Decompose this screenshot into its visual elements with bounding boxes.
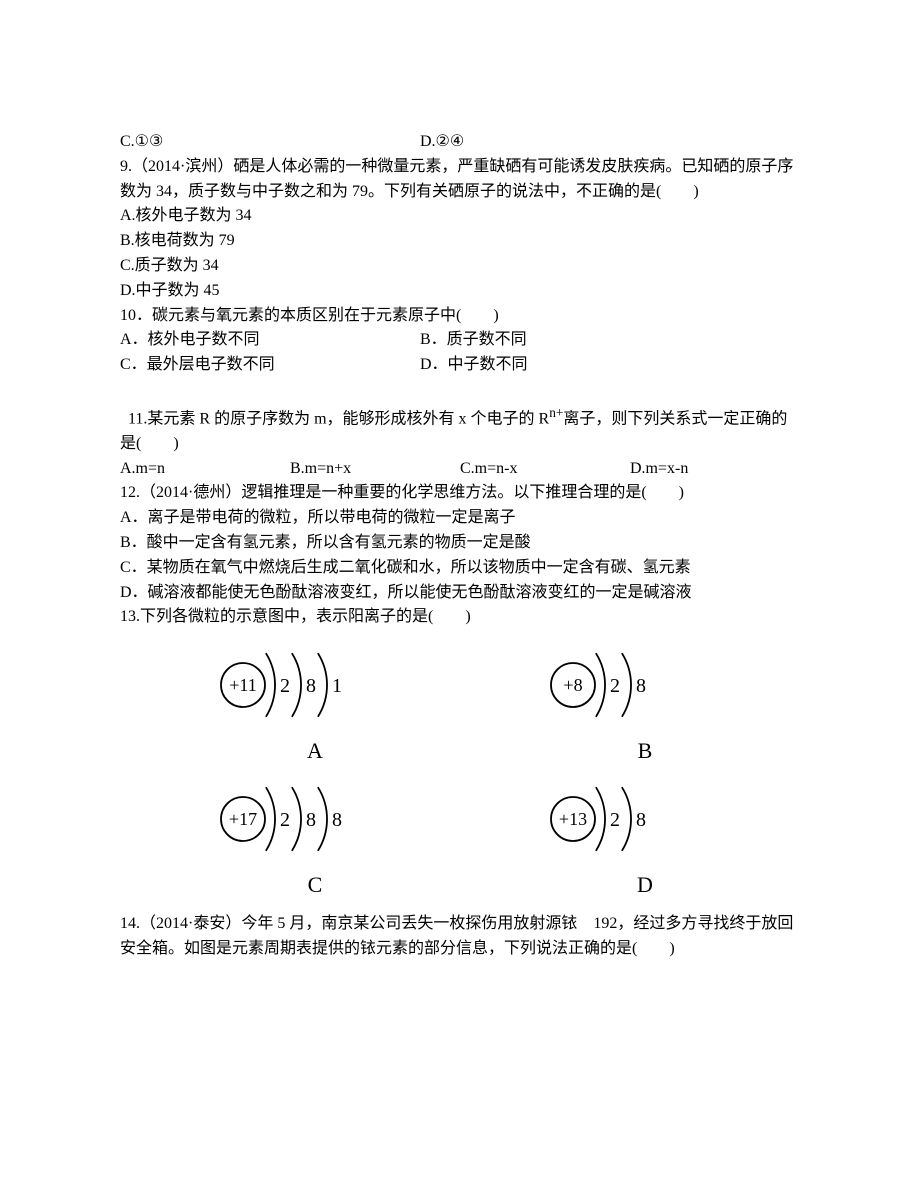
q11-options: A.m=n B.m=n+x C.m=n-x D.m=x-n xyxy=(120,457,800,482)
atom-svg-a: +11 281 xyxy=(215,640,415,730)
nucleus-text: +11 xyxy=(229,675,256,695)
q10-stem: 10．碳元素与氧元素的本质区别在于元素原子中( ) xyxy=(120,304,800,329)
q9-opt-c: C.质子数为 34 xyxy=(120,254,800,279)
atom-svg-b: +8 28 xyxy=(545,640,745,730)
q14-stem: 14.（2014·泰安）今年 5 月，南京某公司丢失一枚探伤用放射源铱 192，… xyxy=(120,912,800,962)
q12-opt-b: B．酸中一定含有氢元素，所以含有氢元素的物质一定是酸 xyxy=(120,531,800,556)
shell-arc xyxy=(266,788,275,852)
shell-electron-count: 2 xyxy=(610,675,620,697)
shell-arc xyxy=(622,653,631,717)
shell-electron-count: 2 xyxy=(280,675,290,697)
shell-arc xyxy=(266,653,275,717)
atom-cell-c: +17288C xyxy=(200,774,430,902)
shell-arc xyxy=(318,653,327,717)
nucleus-text: +13 xyxy=(559,809,587,829)
q11-opt-b: B.m=n+x xyxy=(290,457,460,482)
nucleus-text: +8 xyxy=(563,675,582,695)
atom-row-2: +17288C +1328D xyxy=(200,774,760,902)
q12-stem: 12.（2014·德州）逻辑推理是一种重要的化学思维方法。以下推理合理的是( ) xyxy=(120,481,800,506)
q12-opt-a: A．离子是带电荷的微粒，所以带电荷的微粒一定是离子 xyxy=(120,506,800,531)
atom-cell-b: +8 28 B xyxy=(530,640,760,768)
atom-label-c: C xyxy=(200,868,430,902)
q10-opt-d: D．中子数不同 xyxy=(420,353,800,378)
shell-arc xyxy=(622,788,631,852)
q13-stem: 13.下列各微粒的示意图中，表示阳离子的是( ) xyxy=(120,605,800,630)
atom-label-b: B xyxy=(530,734,760,768)
shell-arc xyxy=(596,653,605,717)
atom-cell-a: +11 281 A xyxy=(200,640,430,768)
shell-electron-count: 8 xyxy=(306,809,316,831)
q11-opt-d: D.m=x-n xyxy=(630,457,800,482)
q11-stem-line1: 11.某元素 R 的原子序数为 m，能够形成核外有 x 个电子的 Rn+离子，则… xyxy=(120,378,800,432)
shell-electron-count: 8 xyxy=(332,809,342,831)
atom-label-d: D xyxy=(530,868,760,902)
shell-electron-count: 8 xyxy=(636,809,646,831)
atom-cell-d: +13 28 D xyxy=(530,774,760,902)
shell-electron-count: 2 xyxy=(280,809,290,831)
q11-stem-part1: 11.某元素 R 的原子序数为 m，能够形成核外有 x 个电子的 R xyxy=(128,410,549,427)
q12-opt-c: C．某物质在氧气中燃烧后生成二氧化碳和水，所以该物质中一定含有碳、氢元素 xyxy=(120,556,800,581)
q8-opt-c: C.①③ xyxy=(120,130,420,155)
shell-electron-count: 8 xyxy=(306,675,316,697)
q10-opt-c: C．最外层电子数不同 xyxy=(120,353,420,378)
shell-arc xyxy=(596,788,605,852)
q10-row-cd: C．最外层电子数不同 D．中子数不同 xyxy=(120,353,800,378)
q11-opt-a: A.m=n xyxy=(120,457,290,482)
shell-arc xyxy=(292,653,301,717)
q10-row-ab: A．核外电子数不同 B．质子数不同 xyxy=(120,328,800,353)
q11-opt-c: C.m=n-x xyxy=(460,457,630,482)
q8-options-cd: C.①③ D.②④ xyxy=(120,130,800,155)
atom-svg-d: +13 28 xyxy=(545,774,745,864)
q9-opt-b: B.核电荷数为 79 xyxy=(120,229,800,254)
atom-diagram: +11281A +828B +17288C +1328D xyxy=(200,640,760,902)
q10-opt-b: B．质子数不同 xyxy=(420,328,800,353)
q11-stem-line2: 是( ) xyxy=(120,432,800,457)
q8-opt-d: D.②④ xyxy=(420,130,800,155)
q9-stem: 9.（2014·滨州）硒是人体必需的一种微量元素，严重缺硒有可能诱发皮肤疾病。已… xyxy=(120,155,800,205)
q12-opt-d: D．碱溶液都能使无色酚酞溶液变红，所以能使无色酚酞溶液变红的一定是碱溶液 xyxy=(120,581,800,606)
nucleus-text: +17 xyxy=(229,809,257,829)
q8-opt-c-text: C.①③ xyxy=(120,133,163,150)
q8-opt-d-text: D.②④ xyxy=(420,133,464,150)
q11-stem-sup: n+ xyxy=(549,405,563,420)
shell-arc xyxy=(318,788,327,852)
shell-electron-count: 1 xyxy=(332,675,342,697)
shell-electron-count: 8 xyxy=(636,675,646,697)
q11-stem-part1b: 离子，则下列关系式一定正确的 xyxy=(563,410,787,427)
q9-opt-a: A.核外电子数为 34 xyxy=(120,204,800,229)
q9-opt-d: D.中子数为 45 xyxy=(120,279,800,304)
atom-row-1: +11281A +828B xyxy=(200,640,760,768)
q10-opt-a: A．核外电子数不同 xyxy=(120,328,420,353)
atom-svg-c: +17288 xyxy=(215,774,415,864)
shell-electron-count: 2 xyxy=(610,809,620,831)
shell-arc xyxy=(292,788,301,852)
atom-label-a: A xyxy=(200,734,430,768)
